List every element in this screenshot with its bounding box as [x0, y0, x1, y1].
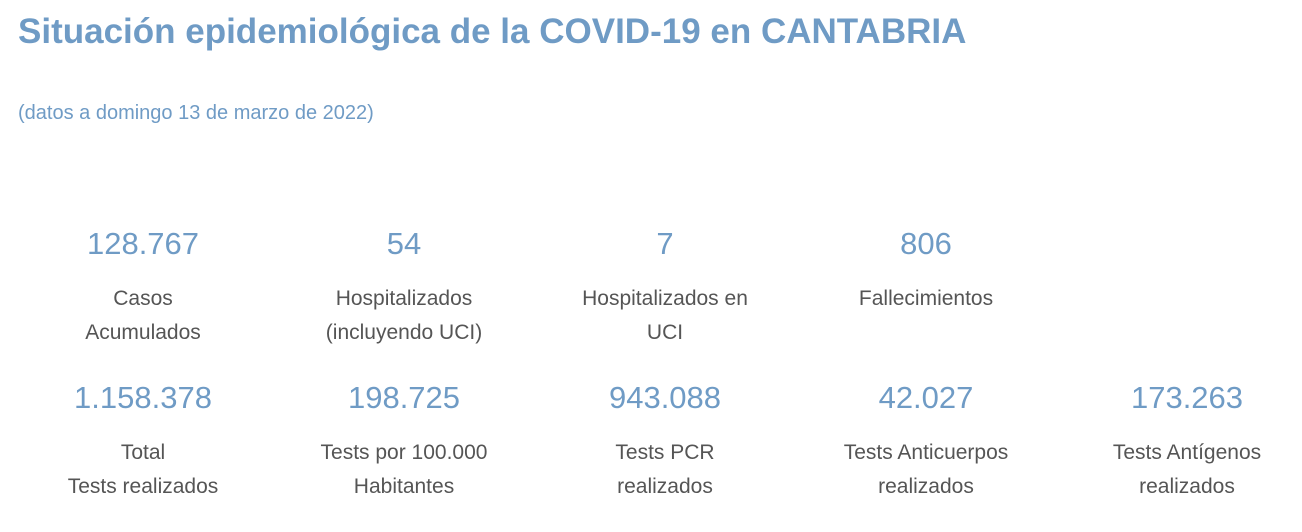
stat-value: 1.158.378	[74, 380, 212, 415]
stat-tests-pcr: 943.088 Tests PCR realizados	[545, 380, 785, 504]
stat-tests-antigenos: 173.263 Tests Antígenos realizados	[1067, 380, 1302, 504]
stat-value: 806	[900, 226, 952, 261]
page-title: Situación epidemiológica de la COVID-19 …	[18, 12, 967, 51]
stat-value: 7	[656, 226, 674, 261]
stat-total-tests: 1.158.378 Total Tests realizados	[23, 380, 263, 504]
stat-label: Tests Antígenos realizados	[1112, 441, 1262, 498]
stat-hospitalizados-uci: 7 Hospitalizados en UCI	[545, 226, 785, 350]
stat-label: Tests Anticuerpos realizados	[843, 441, 1009, 498]
stat-label: Total Tests realizados	[67, 441, 219, 498]
stat-label: Casos Acumulados	[85, 287, 201, 344]
stat-casos-acumulados: 128.767 Casos Acumulados	[23, 226, 263, 350]
stat-value: 198.725	[347, 380, 461, 415]
stat-label: Hospitalizados en UCI	[582, 287, 748, 344]
stat-tests-anticuerpos: 42.027 Tests Anticuerpos realizados	[806, 380, 1046, 504]
stat-value: 54	[386, 226, 422, 261]
stat-label: Tests por 100.000 Habitantes	[320, 441, 488, 498]
stat-tests-por-100000: 198.725 Tests por 100.000 Habitantes	[284, 380, 524, 504]
stat-label: Hospitalizados (incluyendo UCI)	[325, 287, 483, 344]
stat-label: Fallecimientos	[858, 287, 994, 310]
stat-value: 42.027	[878, 380, 974, 415]
stat-value: 943.088	[608, 380, 722, 415]
stat-value: 128.767	[86, 226, 200, 261]
stat-value: 173.263	[1130, 380, 1244, 415]
data-date-subtitle: (datos a domingo 13 de marzo de 2022)	[18, 102, 374, 124]
stat-hospitalizados: 54 Hospitalizados (incluyendo UCI)	[284, 226, 524, 350]
stat-fallecimientos: 806 Fallecimientos	[806, 226, 1046, 316]
stat-label: Tests PCR realizados	[615, 441, 715, 498]
